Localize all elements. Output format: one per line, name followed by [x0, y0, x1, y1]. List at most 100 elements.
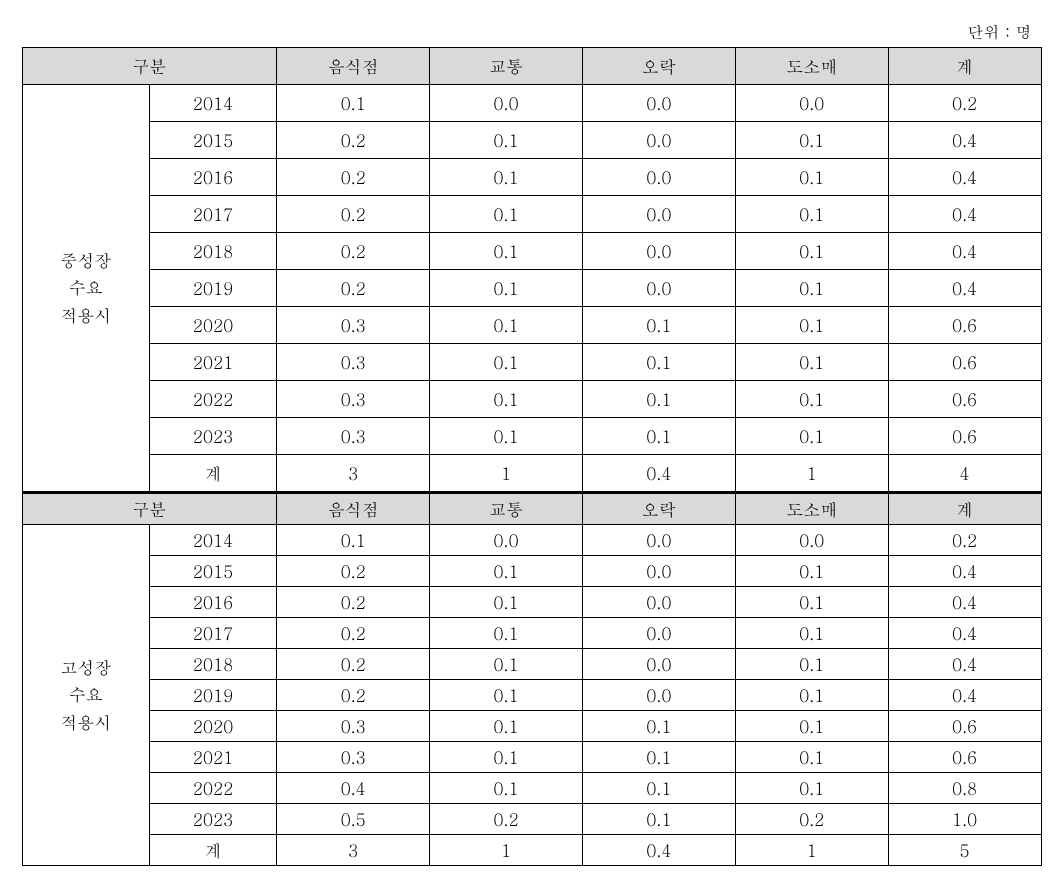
year-cell: 2020 — [149, 307, 276, 344]
data-cell: 0.1 — [735, 159, 888, 196]
data-cell: 1 — [430, 835, 583, 866]
year-cell: 2014 — [149, 525, 276, 556]
data-cell: 0.2 — [277, 196, 430, 233]
header-col: 오락 — [582, 493, 735, 525]
data-cell: 0.3 — [277, 742, 430, 773]
header-col: 도소매 — [735, 493, 888, 525]
header-col: 계 — [888, 493, 1041, 525]
data-cell: 0.4 — [582, 455, 735, 493]
data-cell: 0.4 — [277, 773, 430, 804]
table-row: 20150.20.10.00.10.4 — [22, 556, 1041, 587]
table-row: 20190.20.10.00.10.4 — [22, 270, 1041, 307]
data-cell: 0.0 — [430, 525, 583, 556]
data-cell: 0.0 — [582, 556, 735, 587]
data-cell: 0.1 — [277, 525, 430, 556]
data-cell: 0.2 — [277, 556, 430, 587]
data-cell: 0.1 — [430, 233, 583, 270]
table-row: 20160.20.10.00.10.4 — [22, 159, 1041, 196]
data-cell: 0.1 — [735, 649, 888, 680]
data-cell: 0.2 — [277, 122, 430, 159]
data-cell: 0.8 — [888, 773, 1041, 804]
section-label: 중성장수요적용시 — [22, 85, 149, 493]
data-cell: 0.0 — [735, 525, 888, 556]
header-col: 음식점 — [277, 48, 430, 85]
header-col: 음식점 — [277, 493, 430, 525]
data-cell: 0.1 — [735, 270, 888, 307]
table-row: 20210.30.10.10.10.6 — [22, 344, 1041, 381]
data-cell: 0.2 — [277, 680, 430, 711]
year-cell: 2022 — [149, 773, 276, 804]
data-cell: 5 — [888, 835, 1041, 866]
data-cell: 0.4 — [888, 122, 1041, 159]
data-cell: 0.0 — [582, 587, 735, 618]
data-cell: 0.1 — [735, 742, 888, 773]
table-row: 20180.20.10.00.10.4 — [22, 649, 1041, 680]
data-cell: 0.1 — [582, 742, 735, 773]
table-row: 20230.50.20.10.21.0 — [22, 804, 1041, 835]
data-cell: 1 — [735, 455, 888, 493]
table-row: 20220.40.10.10.10.8 — [22, 773, 1041, 804]
header-col: 도소매 — [735, 48, 888, 85]
data-cell: 0.1 — [735, 556, 888, 587]
data-cell: 0.0 — [582, 122, 735, 159]
data-cell: 0.3 — [277, 307, 430, 344]
data-cell: 0.1 — [582, 804, 735, 835]
data-cell: 0.0 — [582, 525, 735, 556]
data-cell: 0.1 — [735, 307, 888, 344]
data-cell: 0.6 — [888, 742, 1041, 773]
year-cell: 2018 — [149, 233, 276, 270]
header-col: 교통 — [430, 493, 583, 525]
year-cell: 계 — [149, 455, 276, 493]
data-cell: 0.1 — [430, 556, 583, 587]
data-cell: 0.0 — [735, 85, 888, 122]
table-row: 20170.20.10.00.10.4 — [22, 196, 1041, 233]
data-cell: 0.0 — [582, 233, 735, 270]
data-cell: 0.4 — [888, 196, 1041, 233]
data-cell: 0.1 — [430, 742, 583, 773]
table-row: 20220.30.10.10.10.6 — [22, 381, 1041, 418]
data-cell: 0.1 — [277, 85, 430, 122]
data-cell: 0.1 — [582, 381, 735, 418]
data-cell: 0.0 — [582, 270, 735, 307]
year-cell: 2015 — [149, 556, 276, 587]
data-cell: 0.1 — [735, 381, 888, 418]
data-cell: 0.4 — [888, 159, 1041, 196]
data-cell: 0.6 — [888, 307, 1041, 344]
data-cell: 0.1 — [430, 344, 583, 381]
data-cell: 0.1 — [582, 307, 735, 344]
data-cell: 0.1 — [582, 711, 735, 742]
year-cell: 2017 — [149, 196, 276, 233]
year-cell: 2023 — [149, 418, 276, 455]
table-row: 20150.20.10.00.10.4 — [22, 122, 1041, 159]
data-cell: 0.0 — [582, 618, 735, 649]
data-cell: 0.1 — [735, 618, 888, 649]
table-header-row: 구분 음식점 교통 오락 도소매 계 — [22, 493, 1041, 525]
data-cell: 0.2 — [888, 525, 1041, 556]
data-cell: 3 — [277, 835, 430, 866]
data-cell: 0.1 — [735, 196, 888, 233]
data-cell: 0.2 — [277, 233, 430, 270]
data-cell: 0.1 — [735, 233, 888, 270]
data-cell: 0.1 — [430, 711, 583, 742]
data-cell: 0.1 — [735, 418, 888, 455]
data-cell: 0.6 — [888, 418, 1041, 455]
data-cell: 0.1 — [582, 418, 735, 455]
data-cell: 0.0 — [430, 85, 583, 122]
data-cell: 0.3 — [277, 418, 430, 455]
data-cell: 0.2 — [277, 587, 430, 618]
data-cell: 0.6 — [888, 711, 1041, 742]
data-cell: 3 — [277, 455, 430, 493]
data-cell: 0.1 — [735, 344, 888, 381]
data-cell: 0.2 — [277, 270, 430, 307]
year-cell: 2016 — [149, 587, 276, 618]
data-cell: 0.4 — [888, 649, 1041, 680]
data-cell: 4 — [888, 455, 1041, 493]
header-col: 계 — [888, 48, 1041, 85]
header-col: 교통 — [430, 48, 583, 85]
data-cell: 0.4 — [888, 618, 1041, 649]
data-cell: 0.1 — [430, 270, 583, 307]
data-cell: 0.2 — [277, 649, 430, 680]
year-cell: 2016 — [149, 159, 276, 196]
table-row: 계310.414 — [22, 455, 1041, 493]
table-row: 고성장수요적용시20140.10.00.00.00.2 — [22, 525, 1041, 556]
